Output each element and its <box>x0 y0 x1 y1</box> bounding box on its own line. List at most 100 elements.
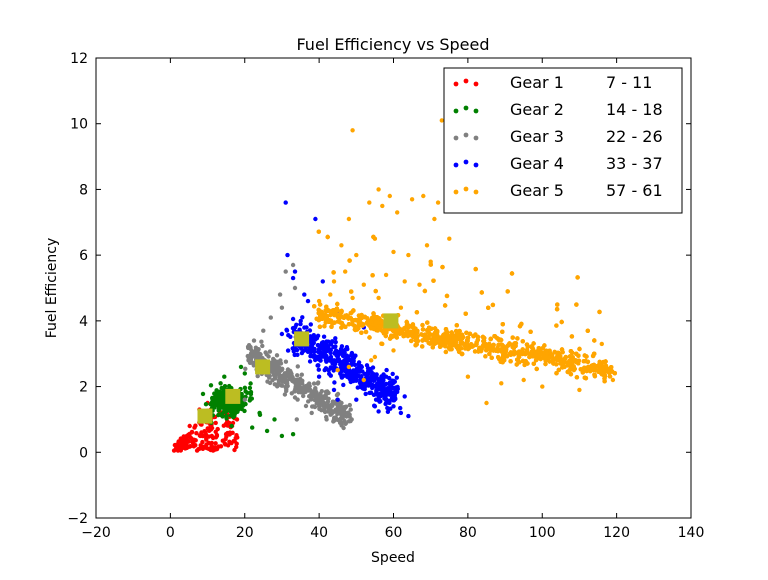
legend-item-gear-1: Gear 1 7 - 11 <box>453 73 652 92</box>
data-point <box>335 367 340 373</box>
data-point <box>544 354 549 359</box>
data-point <box>424 337 429 343</box>
data-point <box>343 421 348 426</box>
data-point <box>334 306 340 311</box>
data-point <box>300 315 305 320</box>
legend-marker <box>463 132 469 138</box>
data-point <box>359 330 364 335</box>
data-point <box>260 343 265 349</box>
legend-range: 22 - 26 <box>606 127 663 146</box>
data-point <box>567 354 573 359</box>
data-point <box>472 349 478 354</box>
centroid-layer <box>197 313 399 424</box>
data-point <box>309 341 314 346</box>
data-point <box>315 343 321 348</box>
data-point <box>484 400 489 406</box>
data-point <box>584 354 589 359</box>
data-point <box>238 364 244 370</box>
data-point <box>594 364 599 369</box>
data-point <box>585 328 590 333</box>
data-point <box>454 328 459 334</box>
data-point <box>330 403 335 408</box>
data-point <box>434 338 439 343</box>
data-point <box>332 350 338 355</box>
x-tick-label: 40 <box>310 525 328 541</box>
data-point <box>248 351 254 356</box>
data-point <box>316 395 321 400</box>
data-point <box>350 295 355 301</box>
data-point <box>338 416 343 421</box>
data-point <box>298 321 303 327</box>
data-point <box>240 403 246 408</box>
data-point <box>519 321 524 327</box>
data-point <box>328 358 333 363</box>
data-point <box>376 397 381 402</box>
data-point <box>339 325 344 330</box>
legend-label: Gear 4 <box>510 154 564 173</box>
data-point <box>328 292 333 297</box>
legend-marker <box>473 135 479 141</box>
data-point <box>325 234 330 240</box>
data-point <box>361 377 366 383</box>
data-point <box>597 309 602 315</box>
data-point <box>444 293 450 299</box>
data-point <box>379 387 384 392</box>
data-point <box>582 375 587 380</box>
data-point <box>239 391 244 397</box>
data-point <box>457 328 462 334</box>
data-point <box>495 345 500 351</box>
data-point <box>376 320 381 325</box>
data-point <box>290 378 295 384</box>
data-point <box>278 368 283 373</box>
data-point <box>214 433 220 439</box>
data-point <box>458 346 464 351</box>
data-point <box>278 383 284 388</box>
data-point <box>288 334 293 339</box>
data-point <box>372 354 378 360</box>
data-point <box>415 328 420 334</box>
data-point <box>387 193 392 199</box>
data-point <box>361 282 366 287</box>
data-point <box>235 405 241 411</box>
data-point <box>331 270 336 275</box>
data-point <box>398 405 403 411</box>
data-point <box>284 327 289 332</box>
data-point <box>223 409 229 414</box>
data-point <box>335 319 341 324</box>
data-point <box>277 292 283 297</box>
data-point <box>316 349 321 355</box>
data-point <box>384 367 389 373</box>
data-point <box>479 290 484 295</box>
data-point <box>554 362 559 367</box>
data-point <box>467 331 473 336</box>
data-point <box>571 367 577 373</box>
data-point <box>227 407 232 412</box>
data-point <box>339 243 344 248</box>
data-point <box>500 329 505 334</box>
data-point <box>204 437 209 442</box>
data-point <box>533 351 538 356</box>
data-point <box>319 397 325 402</box>
data-point <box>376 381 381 386</box>
y-tick-label: 4 <box>79 314 88 330</box>
data-point <box>383 272 389 278</box>
data-point <box>313 216 318 222</box>
data-point <box>340 373 346 378</box>
data-point <box>323 393 328 398</box>
data-point <box>248 381 253 386</box>
data-point <box>316 229 321 234</box>
data-point <box>322 316 328 321</box>
data-point <box>556 351 561 356</box>
data-point <box>434 331 439 336</box>
data-point <box>335 397 340 402</box>
data-point <box>421 193 426 199</box>
data-point <box>283 359 289 364</box>
data-point <box>491 342 496 348</box>
data-point <box>491 348 496 353</box>
data-point <box>316 298 322 304</box>
data-point <box>210 403 215 409</box>
data-point <box>250 425 255 430</box>
data-point <box>247 385 253 391</box>
data-point <box>333 311 338 317</box>
